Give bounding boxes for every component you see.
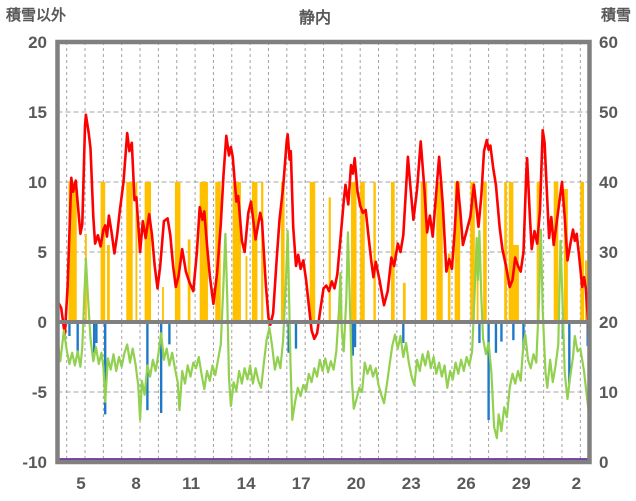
blue-bars	[353, 322, 357, 348]
series-group	[57, 113, 590, 461]
right-axis-title: 積雪	[600, 7, 631, 24]
left-axis-tick-label: -5	[32, 383, 47, 402]
yellow-bars	[162, 287, 164, 322]
plot-frame	[55, 39, 592, 465]
yellow-bars	[328, 197, 331, 322]
blue-bars	[104, 322, 107, 415]
x-axis-tick-label: 29	[512, 474, 531, 493]
blue-bars	[402, 322, 405, 343]
right-axis-tick-label: 0	[599, 453, 608, 472]
blue-bars	[76, 322, 79, 355]
right-axis-tick-label: 10	[599, 383, 618, 402]
yellow-bars	[580, 182, 584, 322]
left-axis-tick-label: 5	[38, 243, 47, 262]
yellow-bars	[232, 182, 241, 322]
blue-bars	[92, 322, 96, 353]
yellow-bars	[508, 245, 519, 322]
red-line	[57, 113, 590, 350]
left-axis-tick-label: 0	[38, 313, 47, 332]
yellow-bars	[309, 182, 316, 322]
yellow-bars	[245, 256, 248, 322]
x-axis-tick-label: 23	[402, 474, 421, 493]
yellow-bars	[199, 182, 208, 322]
yellow-bars	[470, 182, 475, 322]
yellow-bars	[402, 282, 406, 322]
x-axis-tick-label: 11	[182, 474, 200, 493]
blue-bars	[500, 322, 503, 342]
left-axis-tick-label: 20	[28, 33, 47, 52]
left-axis-title: 積雪以外	[6, 7, 67, 24]
x-axis-tick-label: 14	[237, 474, 256, 493]
left-axis-tick-label: 15	[28, 103, 47, 122]
blue-bars	[287, 322, 290, 353]
blue-bars	[95, 322, 98, 343]
right-axis-tick-label: 50	[599, 103, 618, 122]
x-axis-tick-label: 26	[457, 474, 476, 493]
yellow-bars	[174, 182, 181, 322]
yellow-bars	[420, 182, 428, 322]
right-axis-tick-label: 20	[599, 313, 618, 332]
yellow-bars	[504, 182, 507, 322]
yellow-bars	[126, 182, 133, 322]
x-axis-tick-label: 8	[131, 474, 140, 493]
blue-bars	[68, 322, 71, 336]
blue-bars	[522, 322, 525, 349]
blue-bars	[512, 322, 515, 341]
blue-bars	[494, 322, 498, 353]
blue-bars	[478, 322, 481, 343]
yellow-bars	[351, 182, 357, 322]
yellow-bars	[476, 252, 479, 322]
blue-bars	[294, 322, 298, 349]
blue-bars	[487, 322, 490, 420]
yellow-bars	[553, 182, 559, 322]
blue-bars	[168, 322, 171, 345]
yellow-bars	[280, 182, 285, 322]
left-axis-tick-label: 10	[28, 173, 47, 192]
yellow-bars	[107, 245, 110, 322]
yellow-bars	[68, 182, 77, 322]
yellow-bars	[391, 182, 395, 322]
yellow-bars	[454, 182, 461, 322]
yellow-bars	[447, 253, 451, 322]
yellow-bars	[483, 182, 487, 322]
x-axis-tick-label: 2	[572, 474, 581, 493]
x-axis-tick-label: 5	[76, 474, 85, 493]
yellow-bars	[436, 182, 443, 322]
blue-bars	[351, 322, 355, 356]
left-axis-tick-label: -10	[22, 453, 47, 472]
x-axis-tick-label: 20	[347, 474, 366, 493]
yellow-bars	[144, 182, 152, 322]
yellow-bars	[251, 182, 258, 322]
yellow-bars	[261, 182, 264, 322]
yellow-bars	[536, 182, 540, 322]
yellow-bars	[563, 189, 568, 322]
chart-title: 静内	[298, 10, 332, 27]
blue-bars	[159, 322, 163, 413]
yellow-bars	[135, 182, 138, 322]
yellow-bars	[360, 182, 365, 322]
x-axis-tick-label: 17	[292, 474, 311, 493]
green-line	[57, 228, 590, 440]
right-axis-tick-label: 40	[599, 173, 618, 192]
yellow-bars	[100, 182, 106, 322]
blue-bars	[568, 322, 571, 384]
yellow-bars	[373, 182, 376, 322]
right-axis-tick-label: 60	[599, 33, 618, 52]
right-axis-tick-label: 30	[599, 243, 618, 262]
